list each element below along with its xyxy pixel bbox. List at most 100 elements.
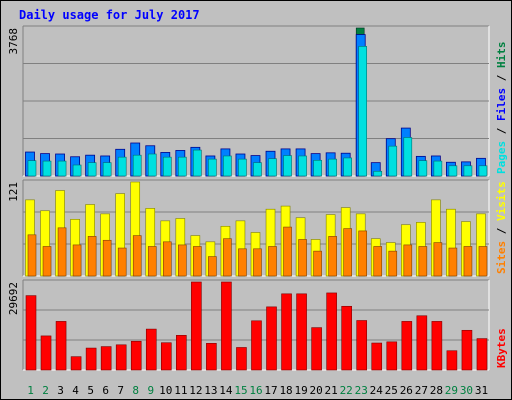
bar-sites	[57, 227, 67, 277]
x-tick-label: 18	[279, 384, 292, 397]
x-tick-label: 15	[234, 384, 247, 397]
y-max-label: 121	[7, 182, 20, 202]
bar-sites	[268, 246, 277, 277]
bar-sites	[373, 246, 383, 277]
bar-pages	[268, 158, 277, 177]
bar-pages	[478, 165, 488, 177]
bar-kbytes	[55, 321, 67, 371]
bar-sites	[132, 235, 142, 277]
bar-sites	[102, 239, 112, 277]
bar-pages	[418, 160, 428, 177]
bar-pages	[433, 160, 443, 177]
bar-pages	[463, 165, 473, 177]
panels-group: 3768 Pages / Files / Hits 121 Sites / Visit…	[7, 25, 508, 371]
bar-pages	[328, 158, 337, 177]
x-tick-label: 10	[159, 384, 172, 397]
bar-pages	[238, 158, 247, 177]
panel-2: 121 Sites / Visits	[7, 179, 508, 277]
bar-sites	[42, 246, 52, 277]
bar-kbytes	[266, 306, 277, 371]
bar-sites	[117, 247, 127, 277]
bar-sites	[223, 238, 232, 277]
bar-sites	[313, 250, 322, 277]
bar-sites	[238, 248, 247, 277]
bar-pages	[283, 155, 292, 177]
legend-part: /	[495, 68, 508, 88]
x-tick-label: 30	[460, 384, 473, 397]
chart-title: Daily usage for July 2017	[19, 8, 200, 22]
x-tick-label: 31	[475, 384, 488, 397]
bar-pages	[448, 165, 458, 177]
legend-part: KBytes	[495, 328, 508, 368]
bar-sites	[298, 239, 307, 277]
panel-1: 3768 Pages / Files / Hits	[7, 25, 508, 177]
bar-pages	[147, 153, 157, 177]
x-tick-label: 11	[174, 384, 187, 397]
bar-kbytes	[236, 347, 247, 371]
x-tick-label: 16	[249, 384, 262, 397]
x-tick-label: 4	[72, 384, 79, 397]
x-tick-label: 28	[430, 384, 443, 397]
bar-kbytes	[251, 320, 262, 371]
bar-kbytes	[40, 335, 52, 371]
x-tick-label: 19	[294, 384, 307, 397]
bar-pages	[403, 137, 413, 177]
y-max-label: 3768	[7, 28, 20, 55]
legend-part: Files	[495, 88, 508, 121]
bar-kbytes	[476, 338, 488, 371]
y-max-label: 29692	[7, 282, 20, 315]
x-tick-label: 27	[415, 384, 428, 397]
bar-pages	[373, 170, 383, 177]
bar-kbytes	[221, 281, 232, 371]
x-tick-label: 3	[57, 384, 64, 397]
bar-kbytes	[85, 347, 97, 371]
series-legend-label: Pages / Files / Hits	[495, 42, 508, 175]
legend-part: /	[495, 221, 508, 241]
bar-pages	[162, 156, 172, 177]
bar-pages	[27, 160, 37, 177]
bar-sites	[283, 226, 292, 277]
series-legend-label: Sites / Visits	[495, 181, 508, 274]
bar-kbytes	[371, 342, 383, 371]
bar-kbytes	[311, 327, 322, 371]
legend-part: Pages	[495, 141, 508, 174]
bar-kbytes	[386, 341, 398, 371]
bar-kbytes	[461, 329, 473, 371]
bar-pages	[117, 156, 127, 177]
bar-sites	[418, 246, 428, 277]
bar-sites	[343, 228, 352, 277]
bar-pages	[87, 162, 97, 177]
x-tick-label: 25	[385, 384, 398, 397]
x-tick-label: 14	[219, 384, 233, 397]
bar-sites	[478, 246, 488, 277]
bar-sites	[433, 242, 443, 277]
bar-sites	[448, 247, 458, 277]
panel-3: 29692 KBytes	[7, 279, 508, 371]
bar-pages	[298, 155, 307, 177]
bar-pages	[193, 149, 202, 177]
x-tick-label: 29	[445, 384, 458, 397]
bar-kbytes	[206, 343, 217, 371]
bar-kbytes	[145, 328, 157, 371]
bar-sites	[253, 248, 262, 277]
x-tick-label: 1	[27, 384, 34, 397]
bar-kbytes	[25, 295, 37, 371]
bar-pages	[102, 162, 112, 177]
bar-pages	[57, 160, 67, 177]
bar-pages	[313, 159, 322, 177]
x-tick-label: 17	[264, 384, 277, 397]
x-tick-label: 20	[310, 384, 323, 397]
bar-kbytes	[160, 342, 172, 371]
bar-pages	[42, 160, 52, 177]
bar-sites	[147, 246, 157, 277]
bar-sites	[463, 246, 473, 277]
x-tick-label: 5	[87, 384, 94, 397]
bar-pages	[358, 46, 368, 177]
bar-kbytes	[70, 356, 82, 371]
x-tick-label: 13	[204, 384, 217, 397]
x-tick-label: 7	[117, 384, 124, 397]
x-tick-label: 6	[102, 384, 109, 397]
bar-sites	[388, 250, 398, 277]
